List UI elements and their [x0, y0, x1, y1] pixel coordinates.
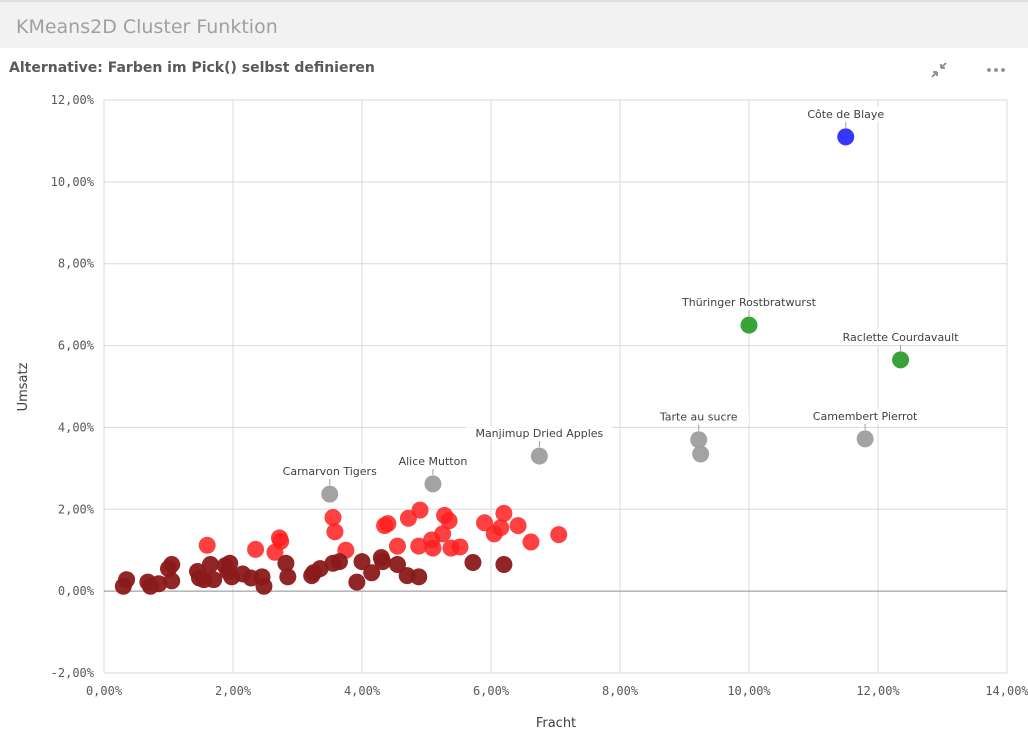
data-point[interactable] — [255, 577, 273, 595]
y-tick-label: 12,00% — [51, 93, 95, 107]
point-label: Tarte au sucre — [659, 411, 738, 424]
data-point[interactable] — [434, 525, 452, 543]
data-point[interactable] — [324, 508, 342, 526]
data-point[interactable] — [326, 523, 344, 541]
x-tick-label: 10,00% — [727, 684, 771, 698]
data-point[interactable] — [379, 515, 397, 533]
x-tick-label: 4,00% — [344, 684, 381, 698]
sheet-header: KMeans2D Cluster Funktion — [0, 0, 1028, 48]
x-tick-label: 14,00% — [985, 684, 1028, 698]
data-point[interactable] — [495, 504, 513, 522]
data-point[interactable] — [163, 556, 181, 574]
data-point[interactable] — [247, 540, 265, 558]
data-point[interactable] — [550, 526, 568, 544]
data-point[interactable] — [118, 571, 136, 589]
data-point[interactable] — [201, 556, 219, 574]
data-point[interactable] — [464, 553, 482, 571]
data-point[interactable] — [424, 539, 442, 557]
point-label-background — [272, 464, 387, 480]
data-point[interactable] — [277, 554, 295, 572]
data-point[interactable] — [837, 128, 855, 146]
data-point[interactable] — [163, 572, 181, 590]
y-tick-label: 6,00% — [58, 339, 95, 353]
point-label: Carnarvon Tigers — [283, 465, 377, 478]
data-point[interactable] — [279, 568, 297, 586]
y-tick-label: 0,00% — [58, 584, 95, 598]
point-label: Côte de Blaye — [807, 108, 884, 121]
y-axis-label: Umsatz — [16, 362, 31, 411]
data-point[interactable] — [410, 537, 428, 555]
grid-lines — [103, 99, 1008, 674]
data-point[interactable] — [321, 485, 339, 503]
data-point[interactable] — [330, 553, 348, 571]
point-label-background — [648, 409, 749, 425]
point-label: Manjimup Dried Apples — [475, 427, 603, 440]
x-tick-label: 2,00% — [215, 684, 252, 698]
point-label-background — [805, 408, 926, 424]
data-point[interactable] — [150, 575, 168, 593]
y-tick-label: -2,00% — [51, 666, 95, 680]
data-point[interactable] — [495, 556, 513, 574]
point-label-background — [798, 106, 893, 122]
data-point[interactable] — [690, 431, 708, 449]
collapse-arrows-icon[interactable] — [926, 58, 952, 82]
data-point[interactable] — [476, 514, 494, 532]
data-point[interactable] — [451, 538, 469, 556]
data-point[interactable] — [492, 519, 510, 537]
data-point[interactable] — [198, 536, 216, 554]
data-point[interactable] — [348, 573, 366, 591]
data-point[interactable] — [410, 568, 428, 586]
x-tick-label: 0,00% — [86, 684, 123, 698]
point-label: Raclette Courdavault — [843, 331, 960, 344]
point-label: Camembert Pierrot — [813, 410, 918, 423]
tick-labels: 0,00% 2,00% 4,00% 6,00% 8,00% 10,00% 12,00% 14,… — [51, 93, 1028, 698]
point-label-background — [466, 426, 613, 442]
data-point[interactable] — [692, 445, 710, 463]
data-points[interactable] — [114, 128, 910, 595]
point-label-background — [669, 295, 829, 311]
data-point[interactable] — [388, 556, 406, 574]
visualization-title: Alternative: Farben im Pick() selbst def… — [9, 60, 375, 76]
data-point[interactable] — [311, 560, 329, 578]
point-label: Alice Mutton — [399, 455, 468, 468]
data-point[interactable] — [363, 564, 381, 582]
more-dots-icon[interactable] — [983, 58, 1009, 82]
data-point[interactable] — [856, 430, 874, 448]
point-labels: Côte de Blaye Thüringer Rostbratwurst Racl… — [272, 106, 971, 486]
data-point[interactable] — [353, 553, 371, 571]
data-point[interactable] — [530, 447, 548, 465]
data-point[interactable] — [205, 571, 223, 589]
data-point[interactable] — [522, 533, 540, 551]
data-point[interactable] — [221, 554, 239, 572]
data-point[interactable] — [740, 316, 758, 334]
sheet-title: KMeans2D Cluster Funktion — [16, 16, 278, 38]
point-label-background — [389, 453, 477, 469]
data-point[interactable] — [272, 532, 290, 550]
y-tick-label: 8,00% — [58, 257, 95, 271]
y-tick-label: 4,00% — [58, 420, 95, 434]
data-point[interactable] — [892, 351, 910, 369]
x-axis-label: Fracht — [536, 716, 576, 731]
x-tick-label: 6,00% — [473, 684, 510, 698]
data-point[interactable] — [424, 475, 442, 493]
x-tick-label: 12,00% — [856, 684, 900, 698]
point-label: Thüringer Rostbratwurst — [681, 296, 817, 309]
data-point[interactable] — [509, 517, 527, 535]
data-point[interactable] — [388, 537, 406, 555]
data-point[interactable] — [411, 501, 429, 519]
x-tick-label: 8,00% — [602, 684, 639, 698]
y-tick-label: 2,00% — [58, 502, 95, 516]
data-point[interactable] — [440, 512, 458, 530]
y-tick-label: 10,00% — [51, 175, 95, 189]
data-point[interactable] — [374, 553, 392, 571]
point-label-background — [830, 329, 971, 345]
